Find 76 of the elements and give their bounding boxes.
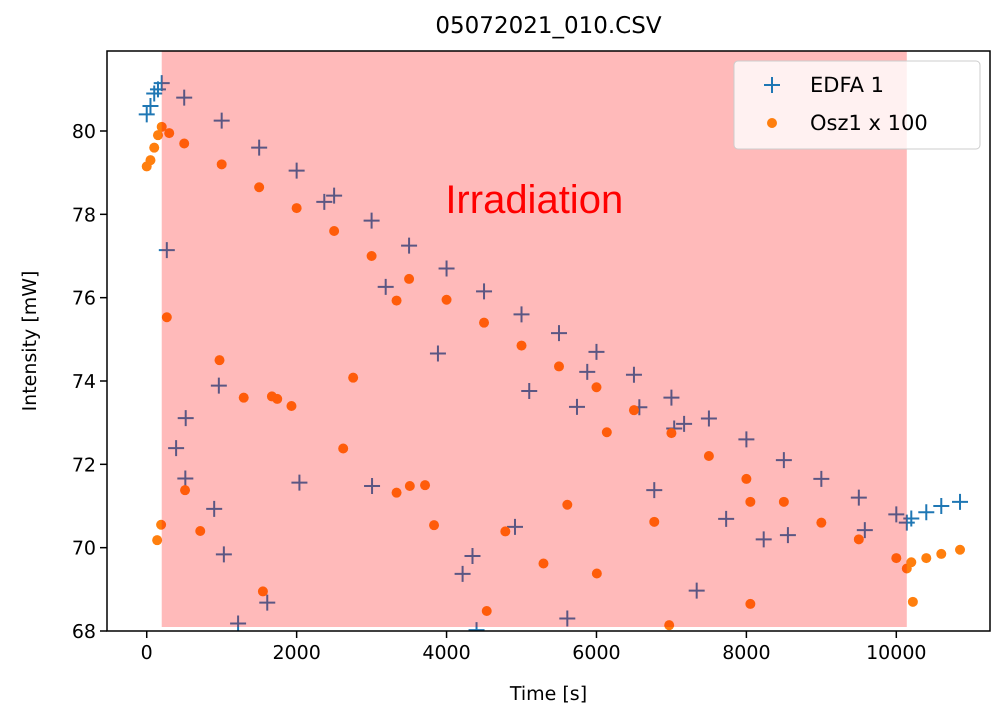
point — [516, 340, 527, 351]
point — [156, 122, 167, 132]
point — [704, 451, 714, 461]
point — [664, 620, 674, 630]
point — [554, 361, 564, 372]
y-tick-label: 80 — [72, 121, 96, 143]
x-tick-label: 4000 — [422, 642, 471, 664]
y-tick-label: 70 — [72, 538, 96, 560]
point — [348, 372, 358, 383]
point — [404, 274, 414, 284]
point — [741, 474, 752, 484]
point — [179, 138, 190, 148]
point — [592, 568, 602, 578]
point — [258, 586, 268, 596]
point — [152, 535, 162, 546]
point — [392, 296, 402, 306]
point — [164, 128, 174, 138]
y-tick-label: 72 — [72, 454, 96, 476]
point — [936, 548, 946, 559]
point — [666, 428, 676, 438]
point — [955, 544, 966, 555]
point — [152, 130, 163, 140]
point — [366, 251, 377, 261]
point — [195, 526, 206, 536]
point — [745, 598, 756, 609]
point — [778, 496, 789, 507]
point — [214, 355, 225, 366]
y-axis-title: Intensity [mW] — [19, 270, 41, 412]
point — [329, 226, 340, 236]
point — [216, 159, 227, 170]
point — [272, 394, 282, 404]
point — [479, 318, 490, 328]
point — [538, 558, 548, 568]
point — [921, 553, 932, 564]
point — [816, 518, 826, 528]
point — [745, 496, 756, 507]
y-tick-label: 78 — [72, 204, 96, 226]
x-tick-label: 0 — [140, 642, 153, 664]
band-label: Irradiation — [445, 178, 624, 222]
point — [891, 553, 902, 564]
legend-label: EDFA 1 — [810, 73, 884, 97]
point — [162, 312, 172, 322]
point — [145, 155, 156, 166]
point — [392, 488, 402, 498]
point — [292, 203, 302, 214]
point — [442, 294, 452, 305]
point — [906, 557, 916, 568]
point — [562, 500, 572, 510]
x-tick-label: 10000 — [866, 642, 927, 664]
point — [628, 405, 639, 416]
point — [420, 480, 430, 490]
point — [591, 382, 602, 392]
point — [649, 516, 660, 527]
point — [602, 427, 612, 438]
point — [238, 392, 249, 403]
y-tick-label: 74 — [72, 371, 96, 393]
x-axis-title: Time [s] — [508, 683, 588, 705]
point — [180, 485, 190, 496]
point — [854, 534, 864, 544]
point — [482, 606, 492, 616]
x-tick-label: 2000 — [272, 642, 321, 664]
point — [500, 526, 510, 536]
point — [286, 401, 296, 411]
point — [338, 444, 348, 454]
y-tick-label: 76 — [72, 288, 96, 310]
chart-title: 05072021_010.CSV — [435, 13, 662, 39]
point — [156, 520, 166, 530]
x-tick-label: 8000 — [722, 642, 771, 664]
legend-label: Osz1 x 100 — [810, 111, 928, 135]
point — [429, 520, 440, 530]
x-tick-label: 6000 — [572, 642, 621, 664]
point — [908, 596, 918, 607]
point — [254, 182, 264, 192]
y-tick-label: 68 — [72, 621, 96, 643]
point — [404, 481, 415, 491]
point — [149, 142, 160, 153]
